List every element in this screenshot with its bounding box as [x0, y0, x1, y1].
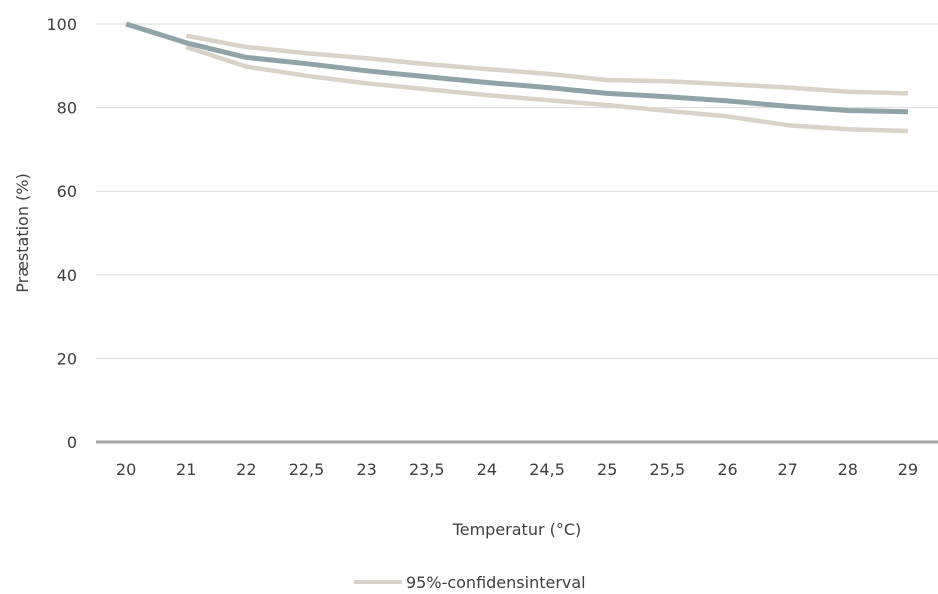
- x-tick-label: 25,5: [650, 460, 686, 479]
- x-tick-label: 21: [176, 460, 196, 479]
- y-axis-title: Præstation (%): [13, 173, 32, 293]
- x-tick-label: 23: [356, 460, 376, 479]
- series-line-lower: [185, 44, 908, 134]
- series-lines: [125, 21, 908, 134]
- y-tick-label: 100: [46, 15, 77, 34]
- x-tick-label: 22,5: [289, 460, 325, 479]
- y-tick-label: 60: [57, 182, 77, 201]
- x-tick-label: 24,5: [529, 460, 565, 479]
- gridlines: [96, 23, 938, 444]
- x-tick-label: 29: [898, 460, 918, 479]
- x-tick-label: 23,5: [409, 460, 445, 479]
- x-tick-label: 28: [838, 460, 858, 479]
- y-tick-label: 40: [57, 266, 77, 285]
- legend: 95%-confidensinterval: [354, 573, 586, 592]
- y-axis-ticks: 0 20 40 60 80 100: [46, 15, 77, 452]
- x-tick-label: 27: [777, 460, 797, 479]
- x-tick-label: 20: [116, 460, 136, 479]
- x-tick-label: 24: [477, 460, 497, 479]
- y-tick-label: 80: [57, 99, 77, 118]
- y-tick-label: 20: [57, 349, 77, 368]
- series-line-estimate: [125, 21, 908, 115]
- x-tick-label: 22: [236, 460, 256, 479]
- x-tick-label: 26: [717, 460, 737, 479]
- y-tick-label: 0: [67, 433, 77, 452]
- x-axis-title: Temperatur (°C): [452, 520, 582, 539]
- legend-label: 95%-confidensinterval: [406, 573, 586, 592]
- x-axis-ticks: 20 21 22 22,5 23 23,5 24 24,5 25 25,5 26 27 28 29: [116, 460, 918, 479]
- x-tick-label: 25: [597, 460, 617, 479]
- series-line-upper: [185, 33, 908, 96]
